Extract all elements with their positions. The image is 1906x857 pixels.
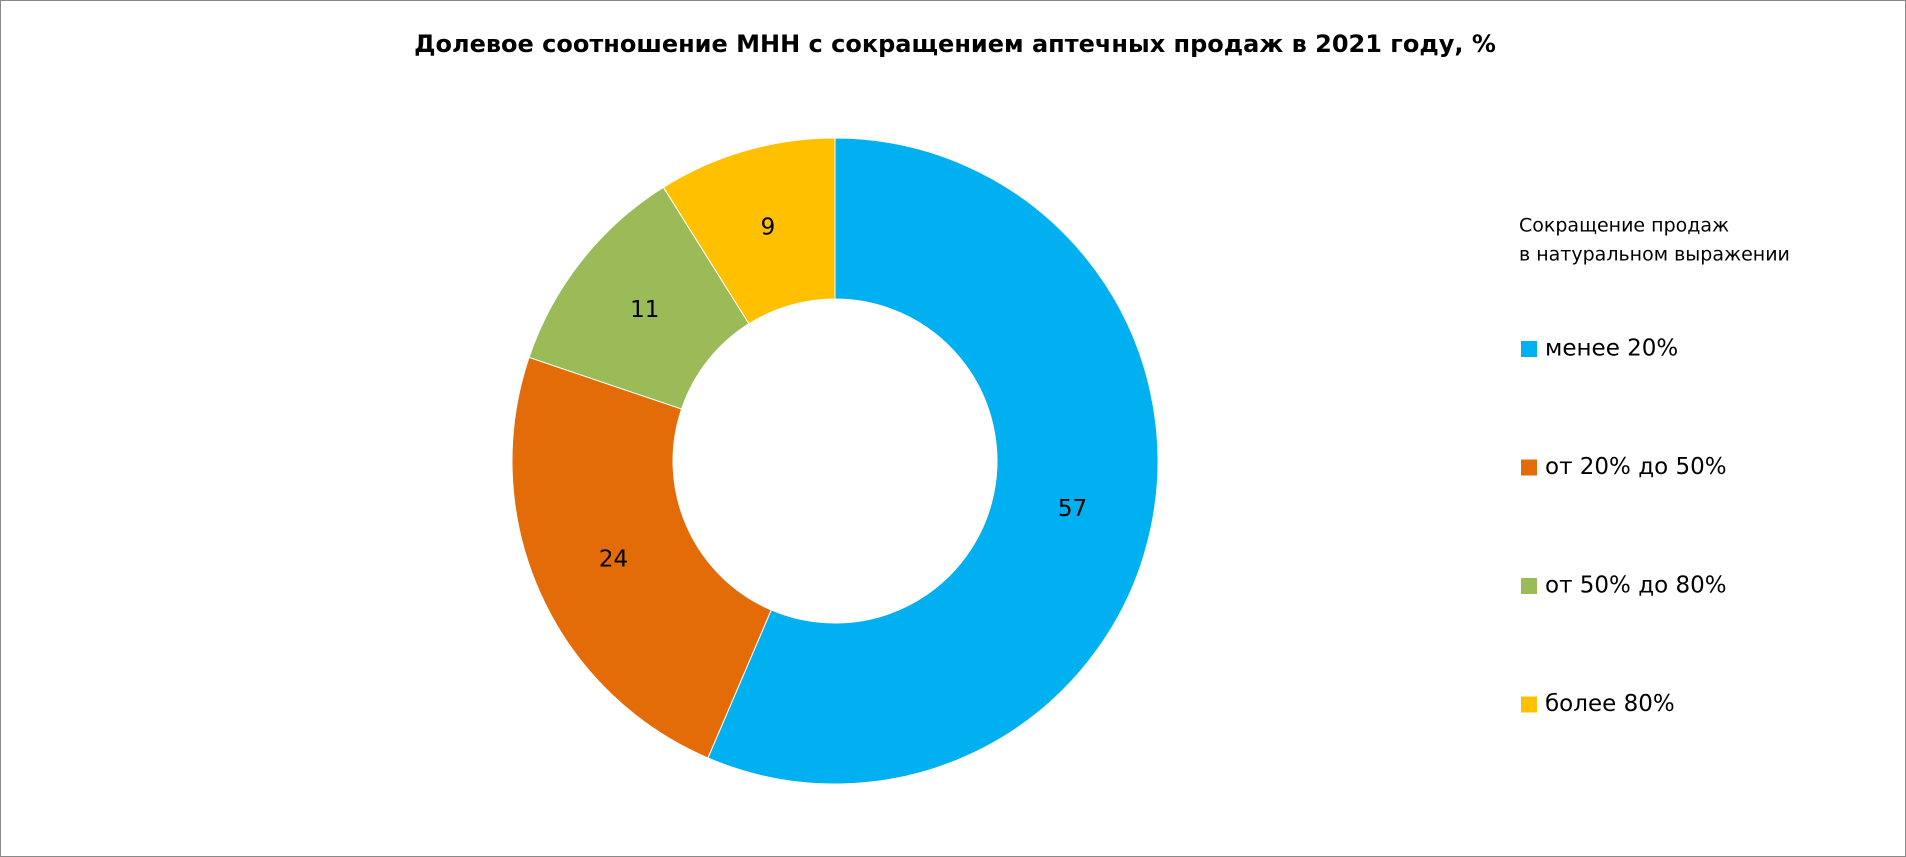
legend-label: от 50% до 80% [1545, 573, 1727, 599]
chart-title: Долевое соотношение МНН с сокращением ап… [414, 30, 1496, 58]
legend-label: от 20% до 50% [1545, 454, 1727, 480]
legend-swatch [1521, 696, 1537, 713]
legend-title: в натуральном выражении [1519, 244, 1790, 266]
legend-swatch [1521, 341, 1537, 357]
legend-title: Сокращение продаж [1519, 215, 1729, 237]
data-label: 11 [630, 297, 659, 323]
legend-swatch [1521, 459, 1537, 476]
data-label: 57 [1058, 496, 1087, 522]
legend-label: более 80% [1545, 691, 1675, 717]
donut-slice [662, 137, 836, 325]
legend-swatch [1521, 578, 1537, 594]
data-label: 24 [599, 546, 628, 572]
donut-slice [511, 356, 772, 759]
data-label: 9 [761, 214, 776, 240]
legend-label: менее 20% [1545, 336, 1678, 362]
donut-slice [707, 137, 1159, 785]
